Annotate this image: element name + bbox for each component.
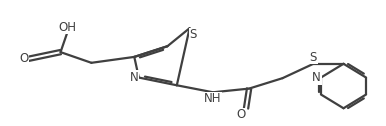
Text: NH: NH — [204, 92, 222, 105]
Text: O: O — [19, 52, 28, 65]
Text: O: O — [237, 108, 246, 121]
Text: N: N — [312, 71, 321, 84]
Text: S: S — [190, 28, 197, 41]
Text: S: S — [310, 51, 317, 64]
Text: OH: OH — [58, 21, 76, 34]
Text: N: N — [130, 71, 139, 84]
